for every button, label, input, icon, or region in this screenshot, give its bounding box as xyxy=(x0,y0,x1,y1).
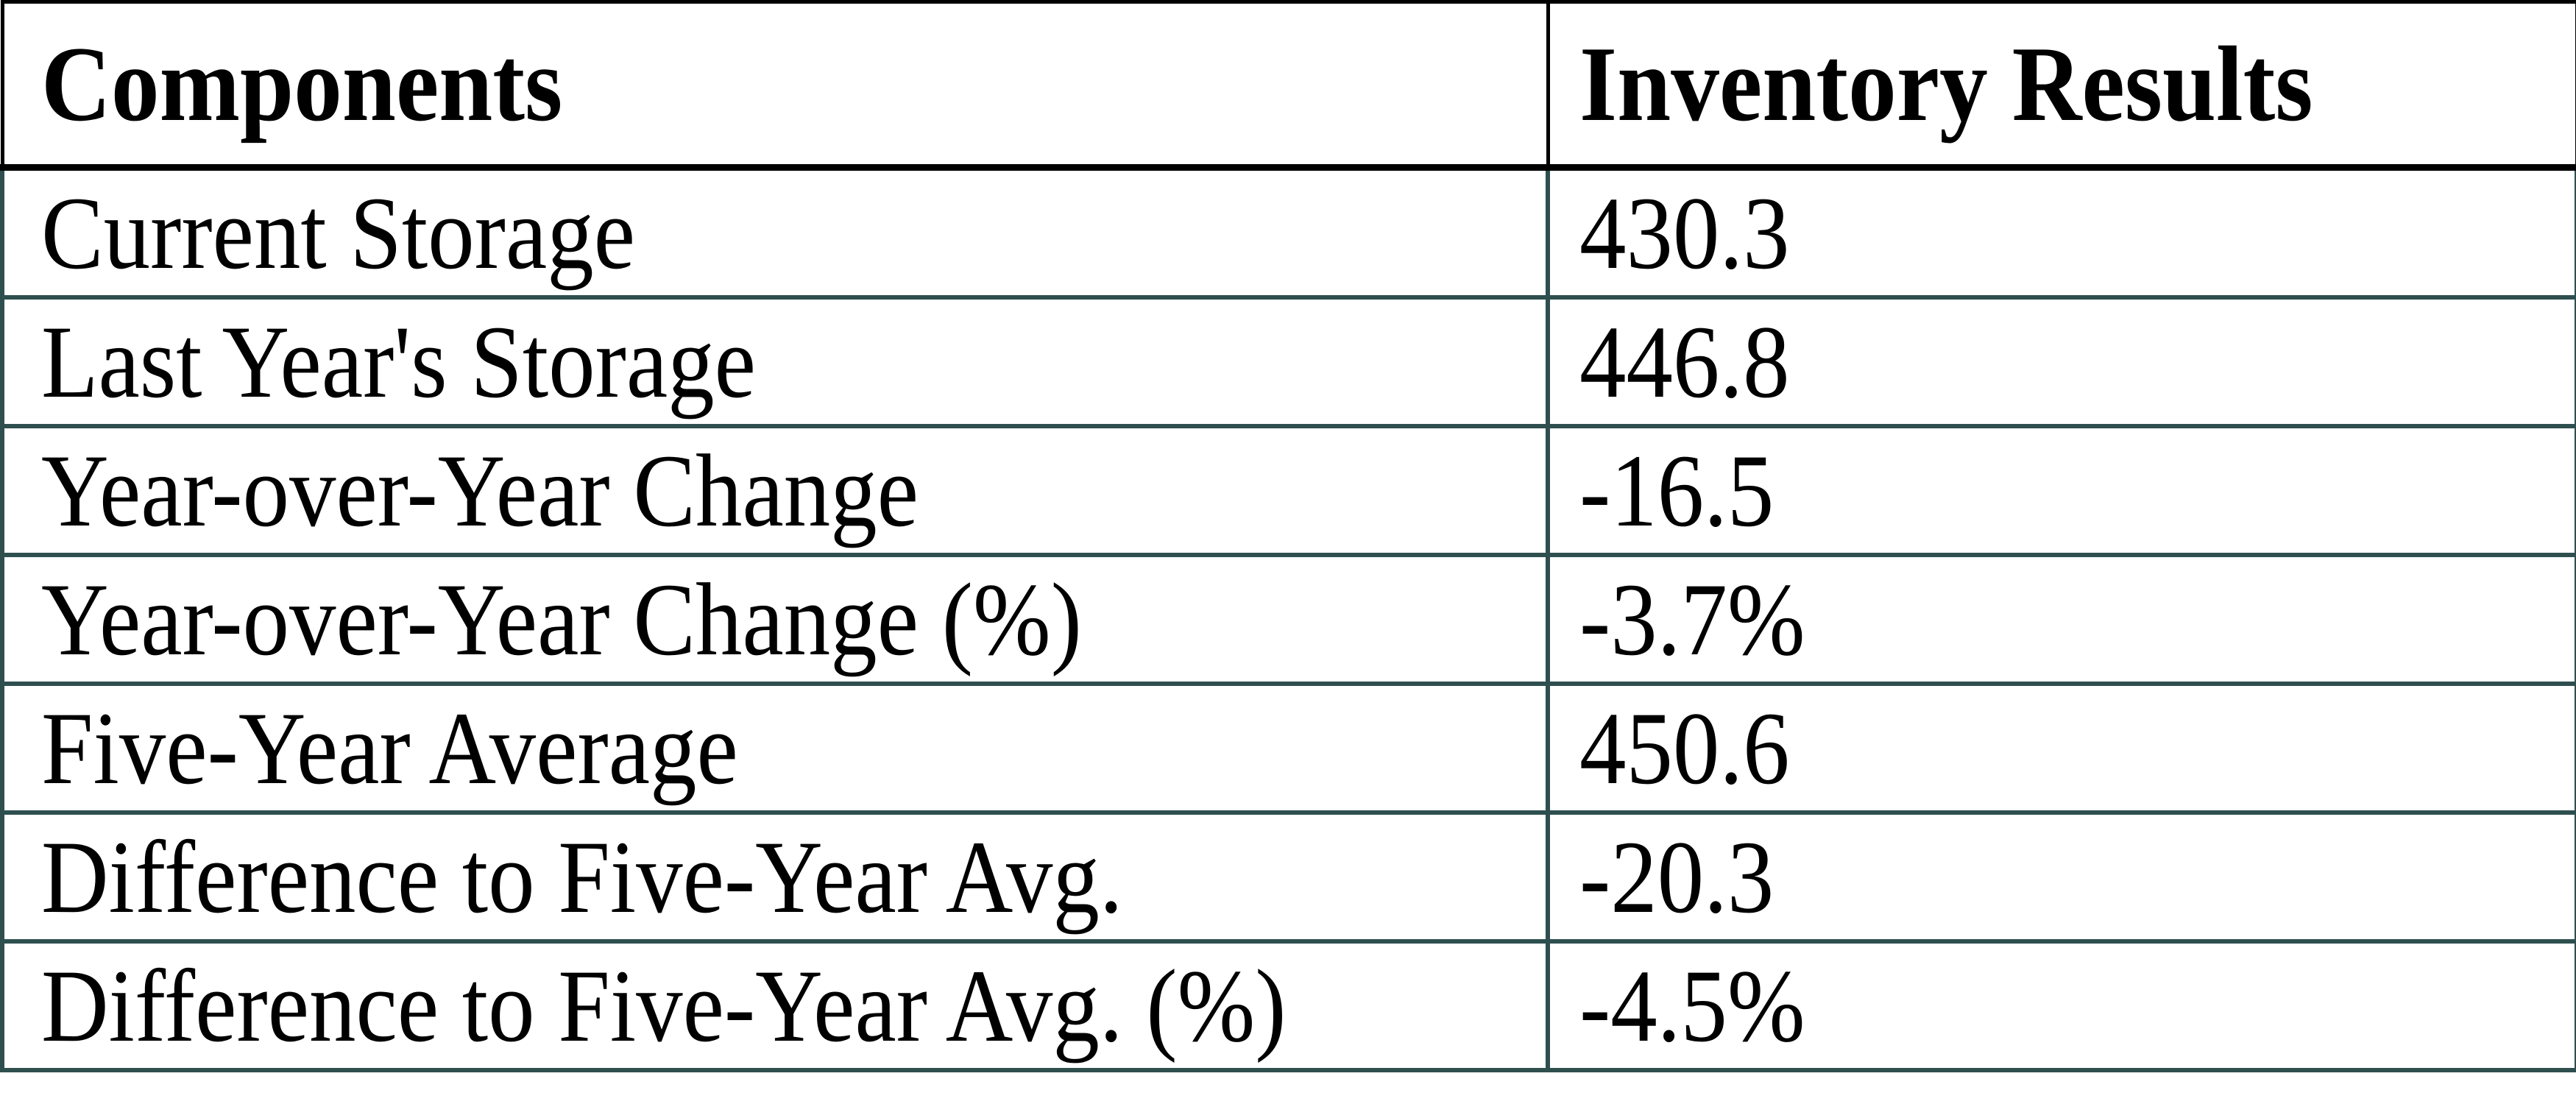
inventory-result-value: -4.5% xyxy=(1579,948,1805,1064)
table-row: Current Storage 430.3 xyxy=(0,165,2576,300)
inventory-result-value: -16.5 xyxy=(1579,433,1774,548)
component-cell: Year-over-Year Change (%) xyxy=(0,553,1550,686)
inventory-result-cell: -3.7% xyxy=(1546,553,2576,686)
component-label: Difference to Five-Year Avg. xyxy=(41,819,1123,935)
inventory-results-table: Components Inventory Results Current Sto… xyxy=(0,0,2576,1072)
component-label: Five-Year Average xyxy=(41,690,738,806)
component-cell: Current Storage xyxy=(0,165,1550,300)
component-cell: Difference to Five-Year Avg. xyxy=(0,810,1550,944)
inventory-result-cell: -16.5 xyxy=(1546,424,2576,557)
components-header-label: Components xyxy=(40,24,562,144)
inventory-result-value: -20.3 xyxy=(1579,819,1774,935)
table-row: Last Year's Storage 446.8 xyxy=(0,295,2576,428)
inventory-result-cell: 446.8 xyxy=(1546,295,2576,428)
component-cell: Last Year's Storage xyxy=(0,295,1550,428)
table-row: Five-Year Average 450.6 xyxy=(0,682,2576,815)
component-label: Year-over-Year Change (%) xyxy=(41,562,1082,677)
component-label: Last Year's Storage xyxy=(41,304,756,420)
table-row: Year-over-Year Change (%) -3.7% xyxy=(0,553,2576,686)
inventory-result-cell: 430.3 xyxy=(1546,165,2576,300)
table-row: Year-over-Year Change -16.5 xyxy=(0,424,2576,557)
component-label: Year-over-Year Change xyxy=(41,433,919,548)
component-label: Current Storage xyxy=(41,175,636,291)
inventory-result-value: 450.6 xyxy=(1579,690,1790,806)
component-cell: Year-over-Year Change xyxy=(0,424,1550,557)
inventory-results-header-label: Inventory Results xyxy=(1579,24,2313,144)
inventory-result-cell: -4.5% xyxy=(1546,939,2576,1072)
components-column-header: Components xyxy=(0,0,1550,171)
table-row: Difference to Five-Year Avg. -20.3 xyxy=(0,810,2576,944)
inventory-results-column-header: Inventory Results xyxy=(1546,0,2576,171)
component-cell: Difference to Five-Year Avg. (%) xyxy=(0,939,1550,1072)
component-cell: Five-Year Average xyxy=(0,682,1550,815)
inventory-result-value: 430.3 xyxy=(1579,175,1790,291)
inventory-result-value: -3.7% xyxy=(1579,562,1805,677)
table-body: Current Storage 430.3 Last Year's Storage 4… xyxy=(0,165,2576,1072)
inventory-result-value: 446.8 xyxy=(1579,304,1790,420)
inventory-result-cell: -20.3 xyxy=(1546,810,2576,944)
table-header-row: Components Inventory Results xyxy=(0,0,2576,171)
table-row: Difference to Five-Year Avg. (%) -4.5% xyxy=(0,939,2576,1072)
component-label: Difference to Five-Year Avg. (%) xyxy=(41,948,1287,1064)
inventory-result-cell: 450.6 xyxy=(1546,682,2576,815)
